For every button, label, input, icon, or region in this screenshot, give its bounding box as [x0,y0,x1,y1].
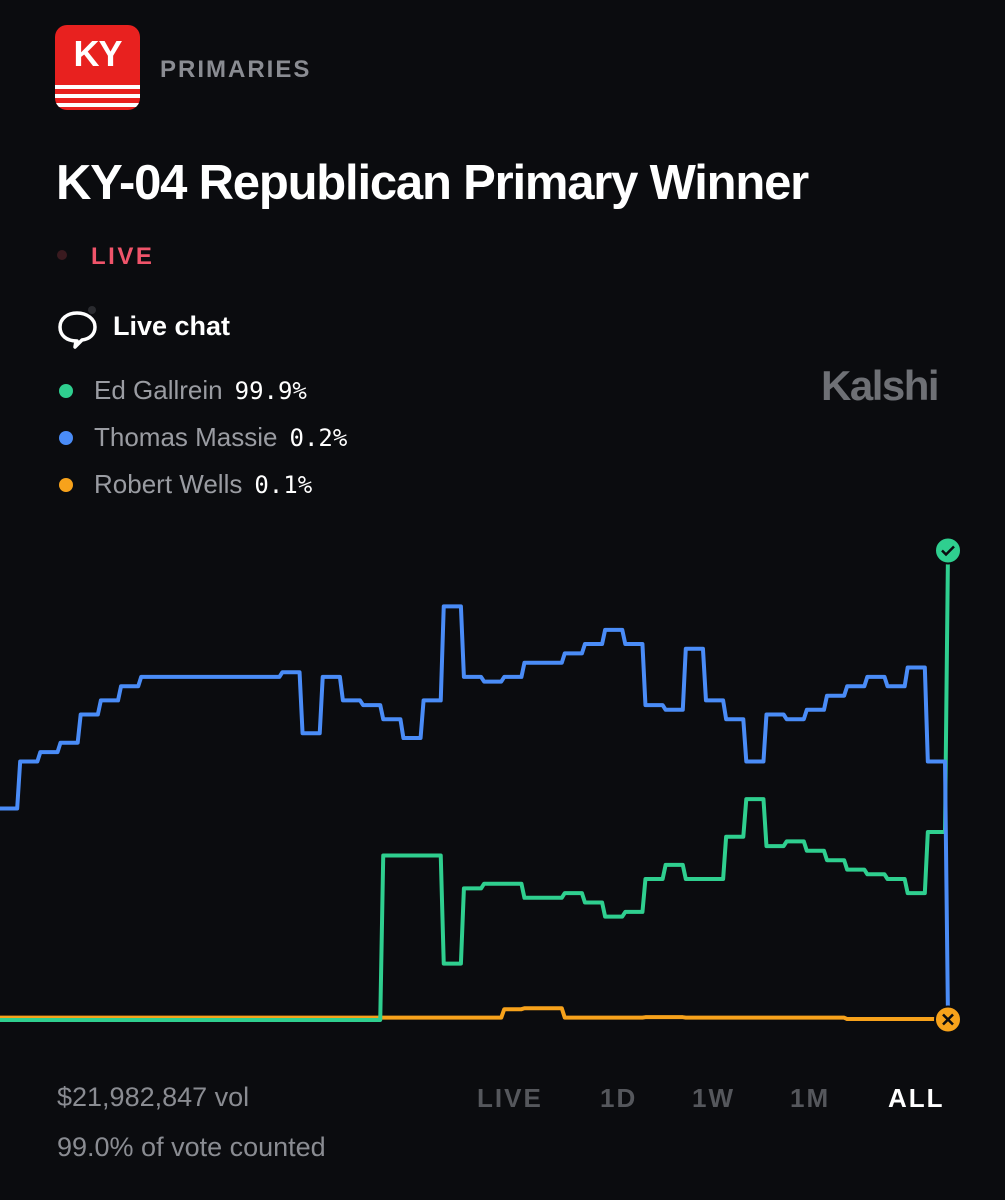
range-button[interactable]: LIVE [477,1083,543,1113]
range-button[interactable]: 1D [600,1083,638,1113]
live-chat[interactable]: Live chat [113,311,231,341]
legend-swatch [59,384,73,398]
live-status: LIVE [91,243,155,270]
brand-logo: Kalshi [821,362,940,409]
x-mark [942,1013,954,1026]
chat-icon[interactable] [52,300,112,360]
series-line [0,550,950,1022]
legend-name: Ed Gallrein [94,375,223,405]
range-button[interactable]: 1W [692,1083,735,1113]
winner-icon [934,536,962,565]
legend-swatch [59,478,73,492]
range-button[interactable]: ALL [888,1083,945,1113]
live-dot [57,250,67,260]
range-button[interactable]: 1M [790,1083,831,1113]
volume: $21,982,847 vol [57,1082,250,1112]
legend-name: Robert Wells [94,469,243,499]
legend-entry: Ed Gallrein 99.9% [94,375,307,406]
category: PRIMARIES [160,56,312,83]
legend-entry: Robert Wells 0.1% [94,469,312,500]
market-title: KY-04 Republican Primary Winner [56,156,809,210]
vote-counted: 99.0% of vote counted [57,1132,326,1162]
series-line [0,604,950,1020]
legend-swatch [59,431,73,445]
state-badge: KY [55,25,140,110]
check-mark [941,545,955,557]
series-line [0,1006,949,1022]
legend-value: 0.2% [289,424,348,452]
legend-value: 0.1% [254,471,313,499]
legend-name: Thomas Massie [94,422,278,452]
badge-text: KY [73,33,122,74]
legend-entry: Thomas Massie 0.2% [94,422,347,453]
legend-value: 99.9% [234,377,307,405]
